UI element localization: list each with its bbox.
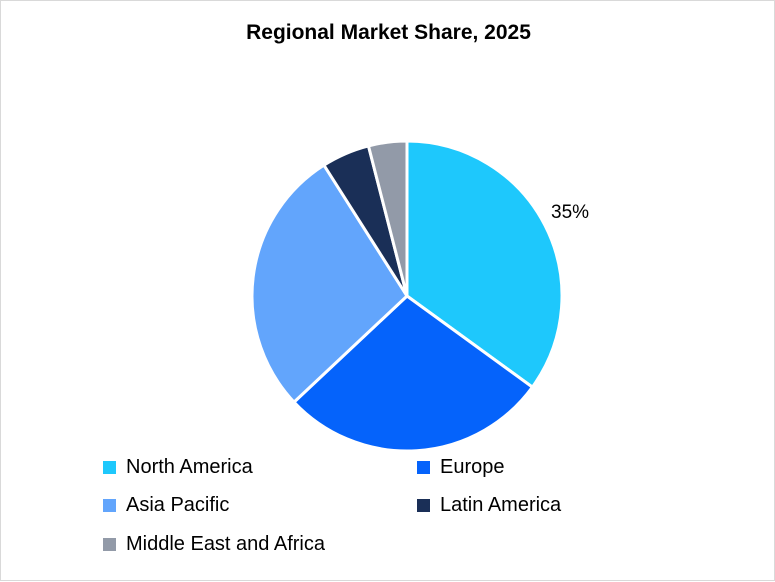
legend-item-asia-pacific: Asia Pacific	[103, 494, 229, 517]
legend-label-middle-east-and-africa: Middle East and Africa	[126, 533, 325, 555]
legend-swatch-asia-pacific	[103, 499, 116, 512]
legend-label-north-america: North America	[126, 456, 253, 478]
chart-title: Regional Market Share, 2025	[246, 21, 531, 44]
data-label-north-america: 35%	[551, 202, 589, 223]
legend-swatch-north-america	[103, 461, 116, 474]
pie-slice-north-america	[405, 139, 564, 389]
legend-item-latin-america: Latin America	[417, 494, 561, 517]
pie-slice-asia-pacific	[250, 163, 409, 404]
legend-item-europe: Europe	[417, 456, 505, 479]
legend-swatch-europe	[417, 461, 430, 474]
legend-label-asia-pacific: Asia Pacific	[126, 494, 230, 516]
legend-label-latin-america: Latin America	[440, 494, 562, 516]
pie-slice-middle-east-and-africa	[366, 139, 409, 298]
legend-label-europe: Europe	[440, 456, 505, 478]
legend-item-middle-east-and-africa: Middle East and Africa	[103, 533, 325, 556]
legend-swatch-middle-east-and-africa	[103, 538, 116, 551]
legend-swatch-latin-america	[417, 499, 430, 512]
pie-slice-europe	[292, 294, 534, 453]
legend-item-north-america: North America	[103, 456, 253, 479]
